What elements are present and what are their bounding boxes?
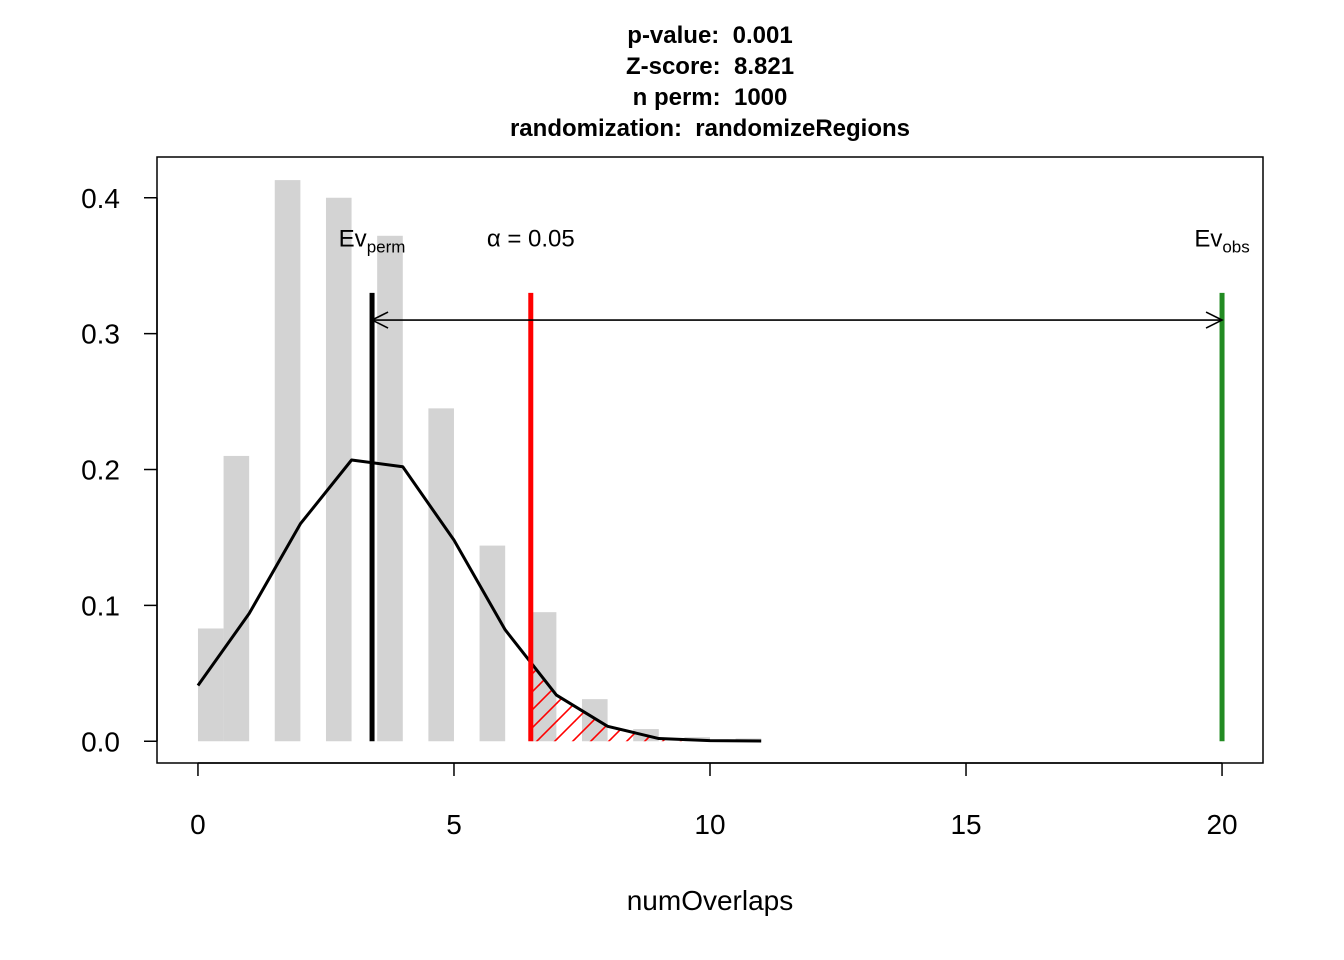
y-tick-label: 0.0	[81, 726, 120, 757]
reference-lines	[369, 292, 1225, 742]
x-tick-label: 15	[950, 809, 981, 840]
plot-frame	[156, 156, 1264, 764]
y-axis: 0.0 0.1 0.2 0.3 0.4	[81, 183, 158, 757]
arrow-head-left	[370, 311, 389, 329]
x-tick-label: 5	[446, 809, 462, 840]
x-axis-label: numOverlaps	[627, 885, 794, 916]
title-key: n perm:	[633, 84, 721, 111]
histogram-bar	[479, 545, 506, 742]
alpha-region	[530, 662, 762, 742]
histogram-bar	[223, 455, 250, 742]
x-tick-label: 20	[1206, 809, 1237, 840]
annotations: Evperm α = 0.05 Evobs	[339, 226, 1250, 257]
histogram-bar	[274, 180, 301, 742]
title-key: p-value:	[627, 22, 719, 49]
y-tick-label: 0.3	[81, 319, 120, 350]
alpha-label-main: α = 0.05	[487, 226, 575, 253]
x-axis: 0 5 10 15 20	[190, 762, 1238, 840]
alpha-hatched-area	[530, 662, 762, 742]
title-value: 0.001	[719, 22, 792, 49]
density-curve-group	[196, 458, 762, 743]
title-line: n perm: 1000	[633, 84, 788, 111]
arrow-group	[370, 311, 1224, 329]
ev-perm-label-main: Ev	[339, 226, 367, 253]
y-tick-label: 0.2	[81, 455, 120, 486]
ev-obs-label-main: Ev	[1194, 226, 1222, 253]
x-tick-label: 0	[190, 809, 206, 840]
arrow-head-right	[1205, 311, 1224, 329]
title-value: 8.821	[721, 53, 794, 80]
ev-perm-label: Evperm	[339, 226, 406, 257]
histogram-bar	[197, 628, 224, 742]
ev-obs-label-sub: obs	[1222, 238, 1249, 257]
histogram-bar	[325, 197, 352, 742]
histogram-bars	[197, 180, 762, 742]
density-curve	[196, 458, 762, 743]
title-value: 1000	[721, 84, 788, 111]
alpha-label: α = 0.05	[487, 226, 575, 253]
y-tick-label: 0.4	[81, 183, 120, 214]
title-line: randomization: randomizeRegions	[510, 115, 910, 142]
ev-perm-label-sub: perm	[367, 238, 406, 257]
histogram-bar	[377, 235, 403, 742]
histogram-bar	[428, 408, 454, 742]
y-tick-label: 0.1	[81, 590, 120, 621]
title-line: Z-score: 8.821	[626, 53, 794, 80]
ev-obs-label: Evobs	[1194, 226, 1249, 257]
title-value: randomizeRegions	[682, 115, 910, 142]
title-key: Z-score:	[626, 53, 721, 80]
title-key: randomization:	[510, 115, 682, 142]
x-tick-label: 10	[694, 809, 725, 840]
title-line: p-value: 0.001	[627, 22, 792, 49]
